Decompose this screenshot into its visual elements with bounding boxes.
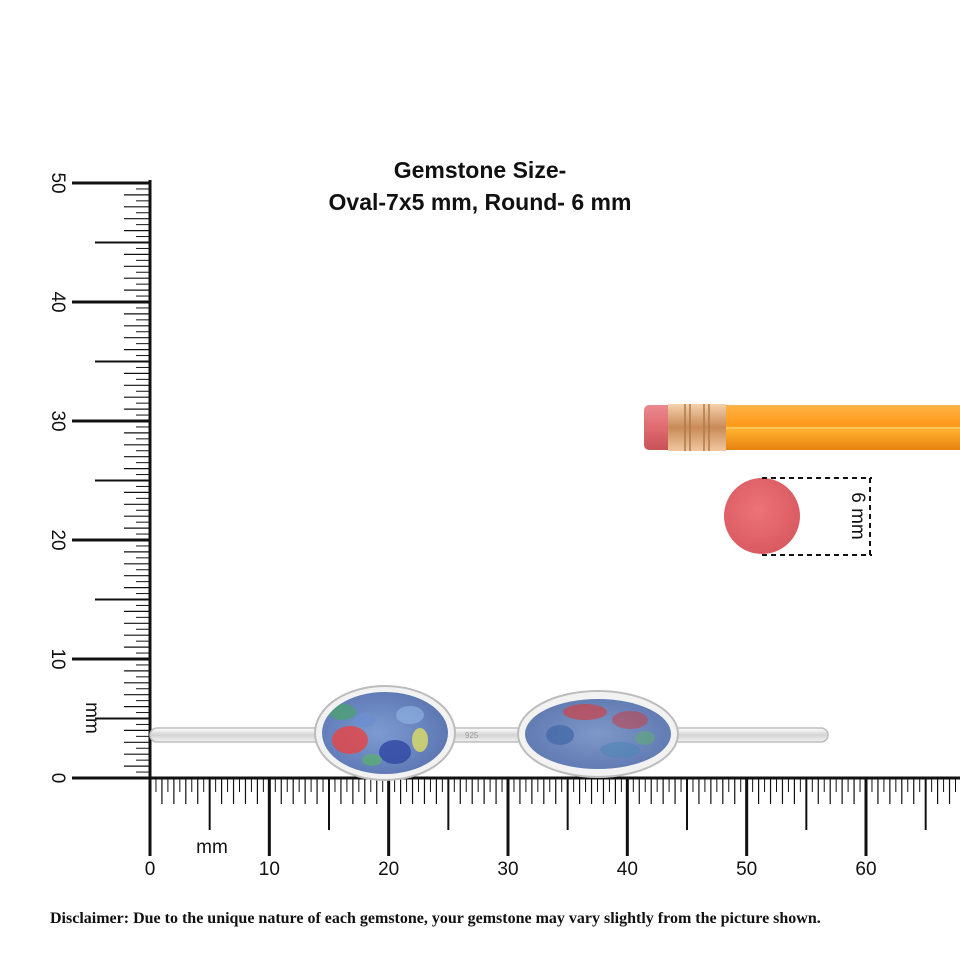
vertical-ruler-label: 10: [47, 648, 68, 669]
ferrule-bands: [684, 404, 710, 451]
vertical-ruler-label: 50: [47, 172, 68, 193]
vertical-ruler-unit: mm: [81, 702, 102, 734]
round-eraser-icon: [724, 478, 800, 554]
bangle-wire: [149, 727, 829, 743]
vertical-ruler-label: 40: [47, 291, 68, 312]
vertical-ruler-labels: 0 10 20 30 40 50: [47, 172, 68, 783]
vertical-ruler-label: 0: [47, 773, 68, 784]
pencil-icon: [644, 404, 960, 451]
horizontal-ruler-label: 20: [378, 859, 399, 880]
pencil-eraser: [644, 405, 674, 450]
vertical-ruler-label: 20: [47, 529, 68, 550]
page-title: Gemstone Size- Oval-7x5 mm, Round- 6 mm: [230, 154, 730, 218]
horizontal-ruler-ticks: [148, 778, 956, 856]
svg-text:925: 925: [465, 731, 479, 740]
round-size-reference: 6 mm: [724, 477, 872, 556]
pencil-ferrule: [668, 404, 726, 451]
horizontal-ruler-label: 30: [497, 859, 518, 880]
horizontal-ruler-label: 0: [145, 859, 156, 880]
title-line-1: Gemstone Size-: [393, 157, 567, 183]
horizontal-ruler-label: 40: [617, 859, 638, 880]
horizontal-ruler: 0 10 20 30 40 50 60 mm: [145, 776, 960, 880]
opal-right-play-of-color: [546, 704, 655, 758]
vertical-ruler: 0 10 20 30 40 50 mm: [47, 172, 152, 783]
bangle-image: 925: [149, 685, 829, 781]
vertical-ruler-ticks: [72, 181, 150, 780]
disclaimer-text: Disclaimer: Due to the unique nature of …: [50, 910, 821, 927]
round-dimension-label: 6 mm: [847, 492, 868, 540]
horizontal-ruler-label: 60: [855, 859, 876, 880]
horizontal-ruler-unit: mm: [196, 837, 228, 858]
horizontal-ruler-label: 10: [259, 859, 280, 880]
horizontal-ruler-label: 50: [736, 859, 757, 880]
vertical-ruler-label: 30: [47, 410, 68, 431]
title-line-2: Oval-7x5 mm, Round- 6 mm: [328, 189, 632, 215]
horizontal-ruler-labels: 0 10 20 30 40 50 60: [145, 859, 877, 880]
